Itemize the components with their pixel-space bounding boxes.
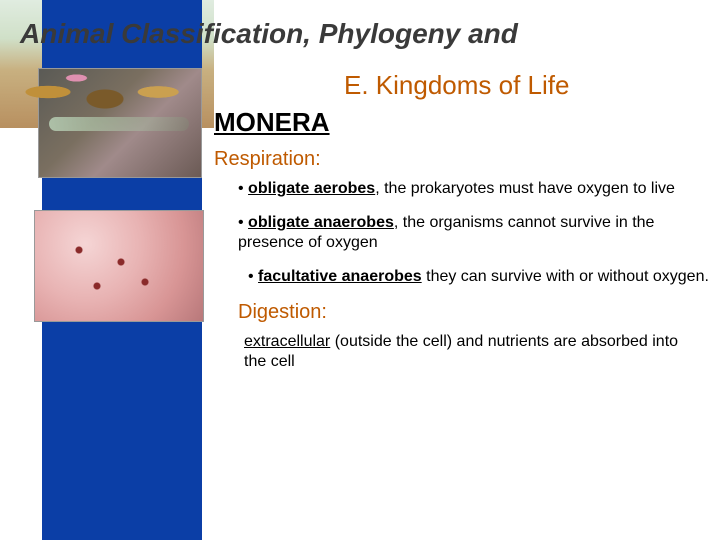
respiration-label: Respiration:	[214, 148, 714, 171]
kingdom-heading: MONERA	[214, 107, 714, 138]
content-area: E. Kingdoms of Life MONERA Respiration: …	[214, 70, 714, 372]
bullet-aerobes: • obligate aerobes, the prokaryotes must…	[238, 179, 714, 199]
digestion-para: extracellular (outside the cell) and nut…	[244, 332, 684, 372]
page-title: Animal Classification, Phylogeny and	[20, 18, 720, 50]
term-aerobes: obligate aerobes	[248, 180, 375, 197]
rest-facultative: they can survive with or without oxygen.	[422, 268, 709, 285]
bullet-anaerobes: • obligate anaerobes, the organisms cann…	[238, 213, 714, 253]
term-facultative: facultative anaerobes	[258, 268, 422, 285]
image-bacteria-2	[34, 210, 204, 322]
subtitle: E. Kingdoms of Life	[344, 70, 714, 101]
term-extracellular: extracellular	[244, 333, 330, 350]
term-anaerobes: obligate anaerobes	[248, 214, 394, 231]
digestion-label: Digestion:	[238, 301, 714, 324]
bullet-facultative: • facultative anaerobes they can survive…	[248, 267, 714, 287]
rest-aerobes: , the prokaryotes must have oxygen to li…	[375, 180, 675, 197]
slide: Animal Classification, Phylogeny and E. …	[0, 0, 720, 540]
